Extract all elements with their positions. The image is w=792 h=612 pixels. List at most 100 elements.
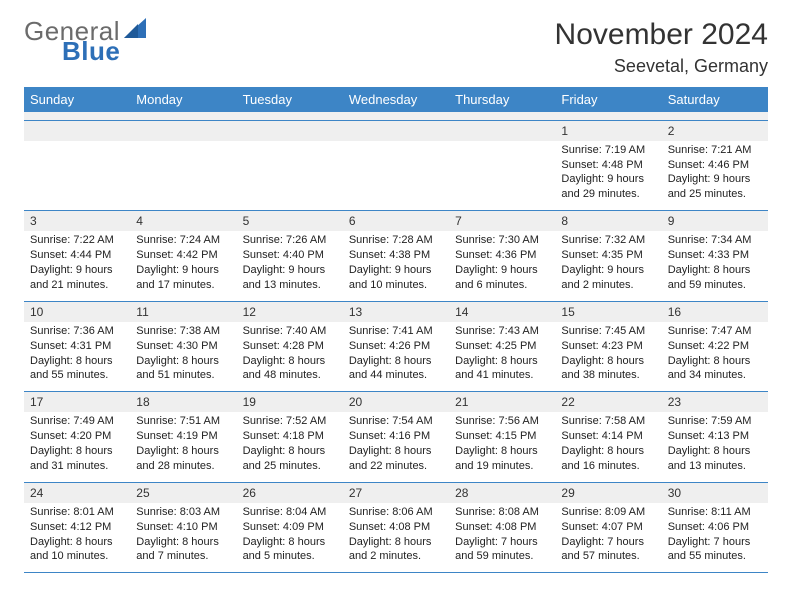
day-number-cell: 14 xyxy=(449,301,555,322)
sunset-line: Sunset: 4:23 PM xyxy=(561,339,655,354)
sunset-line: Sunset: 4:48 PM xyxy=(561,158,655,173)
daylight-line: Daylight: 8 hours and 31 minutes. xyxy=(30,444,124,474)
sunset-line: Sunset: 4:28 PM xyxy=(243,339,337,354)
sunrise-line: Sunrise: 8:04 AM xyxy=(243,505,337,520)
weekday-header: Wednesday xyxy=(343,87,449,112)
day-data-cell: Sunrise: 7:30 AMSunset: 4:36 PMDaylight:… xyxy=(449,231,555,301)
daylight-line: Daylight: 8 hours and 41 minutes. xyxy=(455,354,549,384)
day-data-cell xyxy=(343,141,449,211)
daylight-line: Daylight: 8 hours and 13 minutes. xyxy=(668,444,762,474)
day-data-cell: Sunrise: 7:24 AMSunset: 4:42 PMDaylight:… xyxy=(130,231,236,301)
daylight-line: Daylight: 8 hours and 16 minutes. xyxy=(561,444,655,474)
sunrise-line: Sunrise: 7:40 AM xyxy=(243,324,337,339)
sunrise-line: Sunrise: 7:32 AM xyxy=(561,233,655,248)
day-data-cell: Sunrise: 8:03 AMSunset: 4:10 PMDaylight:… xyxy=(130,503,236,573)
day-number-cell: 27 xyxy=(343,482,449,503)
header: General Blue November 2024 Seevetal, Ger… xyxy=(24,18,768,77)
sunset-line: Sunset: 4:19 PM xyxy=(136,429,230,444)
day-number-cell: 24 xyxy=(24,482,130,503)
sunset-line: Sunset: 4:36 PM xyxy=(455,248,549,263)
day-number-cell: 2 xyxy=(662,120,768,141)
day-number-cell: 8 xyxy=(555,211,661,232)
day-number-cell: 20 xyxy=(343,392,449,413)
day-number-cell: 11 xyxy=(130,301,236,322)
day-data-cell: Sunrise: 7:58 AMSunset: 4:14 PMDaylight:… xyxy=(555,412,661,482)
day-data-cell: Sunrise: 7:22 AMSunset: 4:44 PMDaylight:… xyxy=(24,231,130,301)
day-data-cell: Sunrise: 7:54 AMSunset: 4:16 PMDaylight:… xyxy=(343,412,449,482)
month-title: November 2024 xyxy=(555,18,768,52)
calendar-table: SundayMondayTuesdayWednesdayThursdayFrid… xyxy=(24,87,768,573)
day-data-cell: Sunrise: 7:56 AMSunset: 4:15 PMDaylight:… xyxy=(449,412,555,482)
spacer-cell xyxy=(555,112,661,120)
day-data-cell: Sunrise: 7:43 AMSunset: 4:25 PMDaylight:… xyxy=(449,322,555,392)
title-block: November 2024 Seevetal, Germany xyxy=(555,18,768,77)
day-data-cell: Sunrise: 7:59 AMSunset: 4:13 PMDaylight:… xyxy=(662,412,768,482)
sunrise-line: Sunrise: 7:43 AM xyxy=(455,324,549,339)
spacer-cell xyxy=(343,112,449,120)
day-data-cell: Sunrise: 7:49 AMSunset: 4:20 PMDaylight:… xyxy=(24,412,130,482)
location: Seevetal, Germany xyxy=(555,56,768,77)
daylight-line: Daylight: 9 hours and 10 minutes. xyxy=(349,263,443,293)
sunset-line: Sunset: 4:46 PM xyxy=(668,158,762,173)
weekday-header: Tuesday xyxy=(237,87,343,112)
sunset-line: Sunset: 4:06 PM xyxy=(668,520,762,535)
day-number-cell: 12 xyxy=(237,301,343,322)
day-data-cell: Sunrise: 8:06 AMSunset: 4:08 PMDaylight:… xyxy=(343,503,449,573)
daylight-line: Daylight: 7 hours and 55 minutes. xyxy=(668,535,762,565)
sunrise-line: Sunrise: 7:54 AM xyxy=(349,414,443,429)
day-data-cell: Sunrise: 7:40 AMSunset: 4:28 PMDaylight:… xyxy=(237,322,343,392)
sunset-line: Sunset: 4:08 PM xyxy=(349,520,443,535)
daylight-line: Daylight: 8 hours and 25 minutes. xyxy=(243,444,337,474)
page: General Blue November 2024 Seevetal, Ger… xyxy=(0,0,792,612)
day-number-cell: 23 xyxy=(662,392,768,413)
sunset-line: Sunset: 4:35 PM xyxy=(561,248,655,263)
sunrise-line: Sunrise: 7:28 AM xyxy=(349,233,443,248)
day-data-cell: Sunrise: 7:36 AMSunset: 4:31 PMDaylight:… xyxy=(24,322,130,392)
day-data-cell: Sunrise: 7:21 AMSunset: 4:46 PMDaylight:… xyxy=(662,141,768,211)
daylight-line: Daylight: 9 hours and 6 minutes. xyxy=(455,263,549,293)
day-number-cell: 21 xyxy=(449,392,555,413)
sunset-line: Sunset: 4:08 PM xyxy=(455,520,549,535)
sunrise-line: Sunrise: 8:09 AM xyxy=(561,505,655,520)
day-number-cell: 15 xyxy=(555,301,661,322)
sunset-line: Sunset: 4:25 PM xyxy=(455,339,549,354)
day-data-cell: Sunrise: 7:26 AMSunset: 4:40 PMDaylight:… xyxy=(237,231,343,301)
sunset-line: Sunset: 4:40 PM xyxy=(243,248,337,263)
spacer-cell xyxy=(449,112,555,120)
weekday-header: Thursday xyxy=(449,87,555,112)
day-number-cell: 13 xyxy=(343,301,449,322)
day-number-cell: 18 xyxy=(130,392,236,413)
sunrise-line: Sunrise: 8:11 AM xyxy=(668,505,762,520)
day-number-cell xyxy=(130,120,236,141)
sunrise-line: Sunrise: 7:52 AM xyxy=(243,414,337,429)
day-data-cell: Sunrise: 7:19 AMSunset: 4:48 PMDaylight:… xyxy=(555,141,661,211)
day-number-cell: 19 xyxy=(237,392,343,413)
sunset-line: Sunset: 4:09 PM xyxy=(243,520,337,535)
day-data-cell: Sunrise: 8:11 AMSunset: 4:06 PMDaylight:… xyxy=(662,503,768,573)
day-data-cell: Sunrise: 8:09 AMSunset: 4:07 PMDaylight:… xyxy=(555,503,661,573)
sunrise-line: Sunrise: 7:49 AM xyxy=(30,414,124,429)
spacer-cell xyxy=(24,112,130,120)
daylight-line: Daylight: 9 hours and 25 minutes. xyxy=(668,172,762,202)
day-data-cell: Sunrise: 8:08 AMSunset: 4:08 PMDaylight:… xyxy=(449,503,555,573)
sunset-line: Sunset: 4:20 PM xyxy=(30,429,124,444)
sunset-line: Sunset: 4:38 PM xyxy=(349,248,443,263)
daylight-line: Daylight: 9 hours and 2 minutes. xyxy=(561,263,655,293)
daylight-line: Daylight: 7 hours and 59 minutes. xyxy=(455,535,549,565)
day-number-cell xyxy=(449,120,555,141)
daylight-line: Daylight: 8 hours and 51 minutes. xyxy=(136,354,230,384)
daylight-line: Daylight: 8 hours and 55 minutes. xyxy=(30,354,124,384)
day-data-cell: Sunrise: 7:28 AMSunset: 4:38 PMDaylight:… xyxy=(343,231,449,301)
day-data-cell: Sunrise: 7:47 AMSunset: 4:22 PMDaylight:… xyxy=(662,322,768,392)
sunset-line: Sunset: 4:15 PM xyxy=(455,429,549,444)
day-data-cell xyxy=(237,141,343,211)
day-number-cell: 29 xyxy=(555,482,661,503)
daylight-line: Daylight: 8 hours and 10 minutes. xyxy=(30,535,124,565)
brand-line2: Blue xyxy=(62,38,148,64)
day-data-cell: Sunrise: 8:04 AMSunset: 4:09 PMDaylight:… xyxy=(237,503,343,573)
calendar-header: SundayMondayTuesdayWednesdayThursdayFrid… xyxy=(24,87,768,112)
sunrise-line: Sunrise: 7:56 AM xyxy=(455,414,549,429)
day-number-cell: 6 xyxy=(343,211,449,232)
daylight-line: Daylight: 8 hours and 38 minutes. xyxy=(561,354,655,384)
spacer-cell xyxy=(237,112,343,120)
